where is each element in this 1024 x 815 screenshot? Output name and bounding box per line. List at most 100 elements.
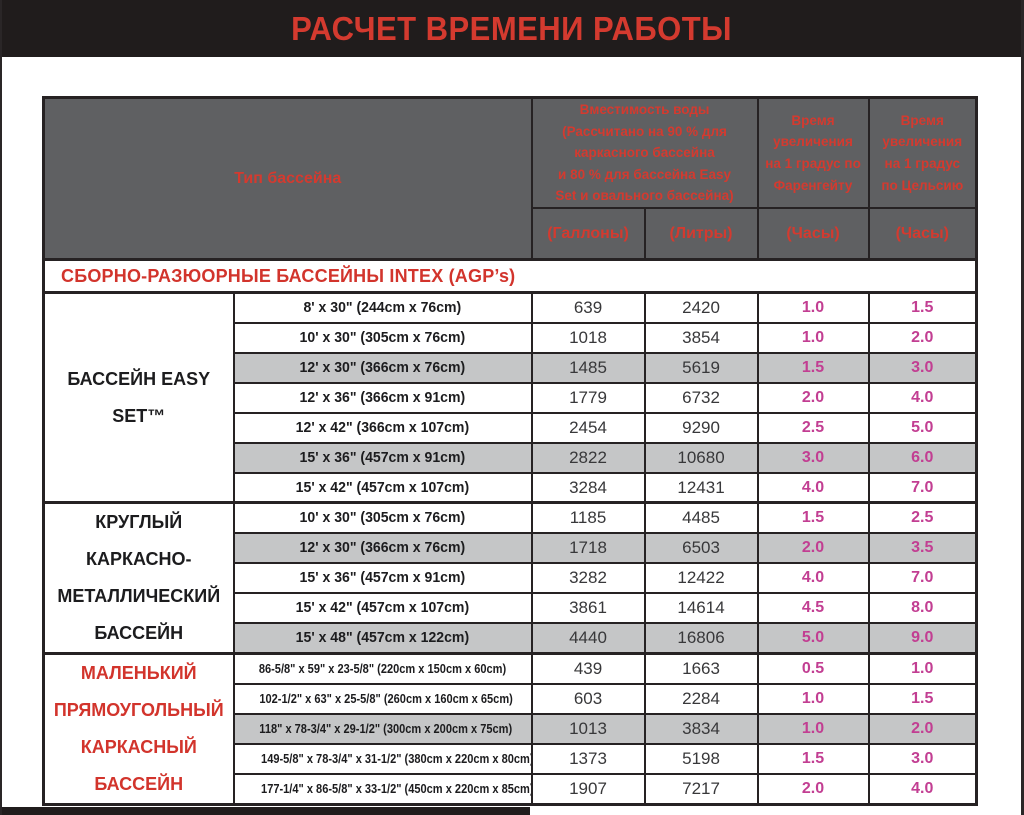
gallons-cell: 4440 <box>530 622 646 655</box>
table-body: СБОРНО-РАЗЮОРНЫЕ БАССЕЙНЫ INTEX (AGP’s) … <box>42 258 978 806</box>
hours-celsius-cell: 3.0 <box>867 742 978 775</box>
title-bar: РАСЧЕТ ВРЕМЕНИ РАБОТЫ <box>0 0 1024 57</box>
hours-celsius-cell: 3.0 <box>867 351 978 384</box>
hours-fahrenheit-cell: 1.0 <box>756 321 870 354</box>
column-header-hours-c: (Часы) <box>867 206 978 261</box>
pool-size-text: 15' x 36" (457cm x 91cm) <box>299 449 466 466</box>
section-header-row: СБОРНО-РАЗЮОРНЫЕ БАССЕЙНЫ INTEX (AGP’s) <box>42 258 978 294</box>
liters-cell: 4485 <box>643 501 759 535</box>
table-row: 10' x 30" (305cm x 76cm) 1018 3854 1.0 2.0 <box>43 321 978 354</box>
pool-size-text: 15' x 42" (457cm x 107cm) <box>295 600 470 617</box>
table-header: Тип бассейна Вместимость воды (Рассчитан… <box>42 96 978 261</box>
hours-fahrenheit-cell: 2.5 <box>756 411 870 444</box>
hours-celsius-cell: 1.0 <box>867 652 978 685</box>
page-title: РАСЧЕТ ВРЕМЕНИ РАБОТЫ <box>291 9 733 47</box>
liters-cell: 7217 <box>643 772 759 806</box>
pool-size-text: 15' x 36" (457cm x 91cm) <box>299 570 466 587</box>
pool-size-cell: 10' x 30" (305cm x 76cm) <box>232 321 533 354</box>
pool-size-cell: 15' x 42" (457cm x 107cm) <box>232 471 533 504</box>
column-header-gallons: (Галлоны) <box>530 206 646 261</box>
pool-size-text: 177-1/4" x 86-5/8" x 33-1/2" (450cm x 22… <box>260 780 532 796</box>
hours-fahrenheit-cell: 4.0 <box>756 562 870 595</box>
pool-size-text: 12' x 42" (366cm x 107cm) <box>295 419 470 436</box>
pool-size-cell: 149-5/8" x 78-3/4" x 31-1/2" (380cm x 22… <box>232 742 533 775</box>
pool-size-text: 10' x 30" (305cm x 76cm) <box>299 510 466 527</box>
hours-celsius-cell: 2.0 <box>867 712 978 745</box>
pool-size-text: 118" x 78-3/4" x 29-1/2" (300cm x 200cm … <box>258 720 512 736</box>
liters-cell: 1663 <box>643 652 759 685</box>
liters-cell: 9290 <box>643 411 759 444</box>
gallons-cell: 2822 <box>530 441 646 474</box>
bottom-black-bar <box>0 807 530 815</box>
liters-cell: 10680 <box>643 441 759 474</box>
gallons-cell: 603 <box>530 682 646 715</box>
column-header-hours-f: (Часы) <box>756 206 870 261</box>
pool-size-text: 12' x 30" (366cm x 76cm) <box>299 359 466 376</box>
hours-fahrenheit-cell: 1.5 <box>756 742 870 775</box>
column-header-liters: (Литры) <box>643 206 759 261</box>
section-header: СБОРНО-РАЗЮОРНЫЕ БАССЕЙНЫ INTEX (AGP’s) <box>42 258 978 294</box>
gallons-cell: 1018 <box>530 321 646 354</box>
liters-cell: 5619 <box>643 351 759 384</box>
page-left-edge <box>0 0 2 815</box>
pool-size-cell: 8' x 30" (244cm x 76cm) <box>232 291 533 324</box>
pool-size-text: 102-1/2" x 63" x 25-5/8" (260cm x 160cm … <box>258 690 513 706</box>
hours-fahrenheit-cell: 2.0 <box>756 532 870 565</box>
hours-fahrenheit-cell: 2.0 <box>756 381 870 414</box>
hours-fahrenheit-cell: 5.0 <box>756 622 870 655</box>
hours-fahrenheit-cell: 1.5 <box>756 501 870 535</box>
hours-celsius-cell: 1.5 <box>867 682 978 715</box>
pool-size-text: 8' x 30" (244cm x 76cm) <box>303 300 462 317</box>
pool-size-cell: 177-1/4" x 86-5/8" x 33-1/2" (450cm x 22… <box>232 772 533 806</box>
table-row: МАЛЕНЬКИЙ ПРЯМОУГОЛЬНЫЙ КАРКАСНЫЙ БАССЕЙ… <box>42 652 978 806</box>
liters-cell: 6503 <box>643 532 759 565</box>
pool-size-cell: 118" x 78-3/4" x 29-1/2" (300cm x 200cm … <box>232 712 533 745</box>
hours-fahrenheit-cell: 0.5 <box>756 652 870 685</box>
liters-cell: 16806 <box>643 622 759 655</box>
hours-fahrenheit-cell: 1.5 <box>756 351 870 384</box>
table-row: БАССЕЙН EASY SET™ 8' x 30" (244cm x 76cm)… <box>42 291 978 504</box>
hours-fahrenheit-cell: 1.0 <box>756 291 870 324</box>
pool-size-cell: 86-5/8" x 59" x 23-5/8" (220cm x 150cm x… <box>232 652 533 685</box>
hours-fahrenheit-cell: 2.0 <box>756 772 870 806</box>
gallons-cell: 1013 <box>530 712 646 745</box>
column-header-water-capacity: Вместимость воды (Рассчитано на 90 % для… <box>530 96 759 209</box>
gallons-cell: 1185 <box>530 501 646 535</box>
pool-group-label: МАЛЕНЬКИЙ ПРЯМОУГОЛЬНЫЙ КАРКАСНЫЙ БАССЕЙ… <box>42 652 235 806</box>
pool-size-text: 10' x 30" (305cm x 76cm) <box>299 329 466 346</box>
table-row: 12' x 42" (366cm x 107cm) 2454 9290 2.5 5.0 <box>43 411 978 444</box>
hours-celsius-cell: 1.5 <box>867 291 978 324</box>
work-time-table: Тип бассейна Вместимость воды (Рассчитан… <box>42 96 979 806</box>
gallons-cell: 1485 <box>530 351 646 384</box>
hours-celsius-cell: 5.0 <box>867 411 978 444</box>
gallons-cell: 1373 <box>530 742 646 775</box>
liters-cell: 5198 <box>643 742 759 775</box>
pool-size-text: 12' x 36" (366cm x 91cm) <box>299 389 466 406</box>
pool-size-cell: 10' x 30" (305cm x 76cm) <box>232 501 533 535</box>
hours-celsius-cell: 6.0 <box>867 441 978 474</box>
page-right-edge <box>1021 0 1024 815</box>
pool-size-text: 15' x 48" (457cm x 122cm) <box>295 630 470 647</box>
pool-size-cell: 15' x 42" (457cm x 107cm) <box>232 592 533 625</box>
hours-celsius-cell: 2.5 <box>867 501 978 535</box>
pool-size-cell: 102-1/2" x 63" x 25-5/8" (260cm x 160cm … <box>232 682 533 715</box>
column-header-celsius-time: Время увеличения на 1 градус по Цельсию <box>867 96 978 209</box>
pool-size-text: 15' x 42" (457cm x 107cm) <box>295 479 470 496</box>
hours-celsius-cell: 4.0 <box>867 381 978 414</box>
gallons-cell: 1907 <box>530 772 646 806</box>
gallons-cell: 1718 <box>530 532 646 565</box>
hours-celsius-cell: 4.0 <box>867 772 978 806</box>
hours-fahrenheit-cell: 1.0 <box>756 682 870 715</box>
pool-size-text: 149-5/8" x 78-3/4" x 31-1/2" (380cm x 22… <box>260 750 532 766</box>
liters-cell: 3854 <box>643 321 759 354</box>
pool-size-cell: 15' x 36" (457cm x 91cm) <box>232 562 533 595</box>
pool-size-cell: 12' x 42" (366cm x 107cm) <box>232 411 533 444</box>
hours-celsius-cell: 3.5 <box>867 532 978 565</box>
pool-size-cell: 12' x 30" (366cm x 76cm) <box>232 532 533 565</box>
gallons-cell: 3282 <box>530 562 646 595</box>
hours-fahrenheit-cell: 3.0 <box>756 441 870 474</box>
hours-celsius-cell: 2.0 <box>867 321 978 354</box>
hours-fahrenheit-cell: 1.0 <box>756 712 870 745</box>
liters-cell: 2284 <box>643 682 759 715</box>
